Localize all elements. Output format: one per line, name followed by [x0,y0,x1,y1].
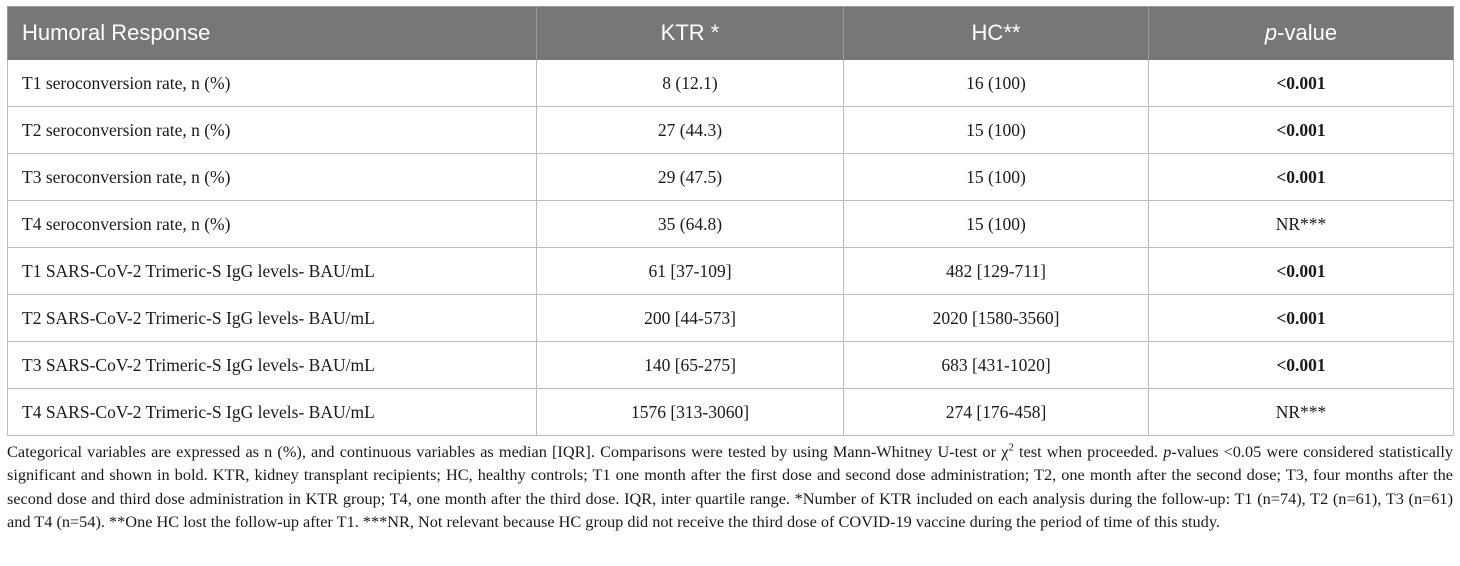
ktr-value: 35 (64.8) [536,200,844,248]
hc-value: 15 (100) [843,200,1149,248]
header-ktr: KTR * [536,6,844,60]
p-value: <0.001 [1148,341,1454,389]
p-value: <0.001 [1148,59,1454,107]
ktr-value: 1576 [313-3060] [536,388,844,436]
footnote-superscript: 2 [1008,441,1014,454]
ktr-value: 140 [65-275] [536,341,844,389]
ktr-value: 8 (12.1) [536,59,844,107]
footnote-p-italic: p [1163,442,1172,461]
hc-value: 2020 [1580-3560] [843,294,1149,342]
table-row: T1 seroconversion rate, n (%) 8 (12.1) 1… [7,59,1454,107]
header-row: Humoral Response KTR * HC** p-value [7,6,1454,60]
p-value: <0.001 [1148,153,1454,201]
table-row: T1 SARS-CoV-2 Trimeric-S IgG levels- BAU… [7,247,1454,295]
hc-value: 274 [176-458] [843,388,1149,436]
table-row: T2 seroconversion rate, n (%) 27 (44.3) … [7,106,1454,154]
table-row: T4 seroconversion rate, n (%) 35 (64.8) … [7,200,1454,248]
p-value: NR*** [1148,388,1454,436]
footnote-part1: Categorical variables are expressed as n… [7,442,1009,461]
row-label: T2 SARS-CoV-2 Trimeric-S IgG levels- BAU… [7,294,537,342]
hc-value: 683 [431-1020] [843,341,1149,389]
hc-value: 15 (100) [843,106,1149,154]
row-label: T2 seroconversion rate, n (%) [7,106,537,154]
row-label: T3 SARS-CoV-2 Trimeric-S IgG levels- BAU… [7,341,537,389]
table-row: T4 SARS-CoV-2 Trimeric-S IgG levels- BAU… [7,388,1454,436]
p-value: <0.001 [1148,106,1454,154]
hc-value: 16 (100) [843,59,1149,107]
table-row: T3 SARS-CoV-2 Trimeric-S IgG levels- BAU… [7,341,1454,389]
humoral-response-table: Humoral Response KTR * HC** p-value T1 s… [7,6,1454,436]
ktr-value: 27 (44.3) [536,106,844,154]
table-header: Humoral Response KTR * HC** p-value [7,6,1454,60]
row-label: T4 seroconversion rate, n (%) [7,200,537,248]
row-label: T4 SARS-CoV-2 Trimeric-S IgG levels- BAU… [7,388,537,436]
footnote-part2: test when proceeded. [1013,442,1164,461]
ktr-value: 29 (47.5) [536,153,844,201]
row-label: T3 seroconversion rate, n (%) [7,153,537,201]
table-body: T1 seroconversion rate, n (%) 8 (12.1) 1… [7,59,1454,436]
hc-value: 15 (100) [843,153,1149,201]
p-value: NR*** [1148,200,1454,248]
results-table-container: Humoral Response KTR * HC** p-value T1 s… [7,6,1454,436]
row-label: T1 SARS-CoV-2 Trimeric-S IgG levels- BAU… [7,247,537,295]
table-row: T3 seroconversion rate, n (%) 29 (47.5) … [7,153,1454,201]
ktr-value: 61 [37-109] [536,247,844,295]
header-humoral-response: Humoral Response [7,6,537,60]
p-value: <0.001 [1148,247,1454,295]
footnote-part3: -values <0.05 were considered statistica… [7,442,1453,531]
header-p-value: p-value [1148,6,1454,60]
hc-value: 482 [129-711] [843,247,1149,295]
header-p-italic: p [1264,20,1278,45]
table-footnote: Categorical variables are expressed as n… [7,440,1453,533]
header-hc: HC** [843,6,1149,60]
ktr-value: 200 [44-573] [536,294,844,342]
p-value: <0.001 [1148,294,1454,342]
header-p-rest: -value [1277,20,1338,45]
table-row: T2 SARS-CoV-2 Trimeric-S IgG levels- BAU… [7,294,1454,342]
row-label: T1 seroconversion rate, n (%) [7,59,537,107]
